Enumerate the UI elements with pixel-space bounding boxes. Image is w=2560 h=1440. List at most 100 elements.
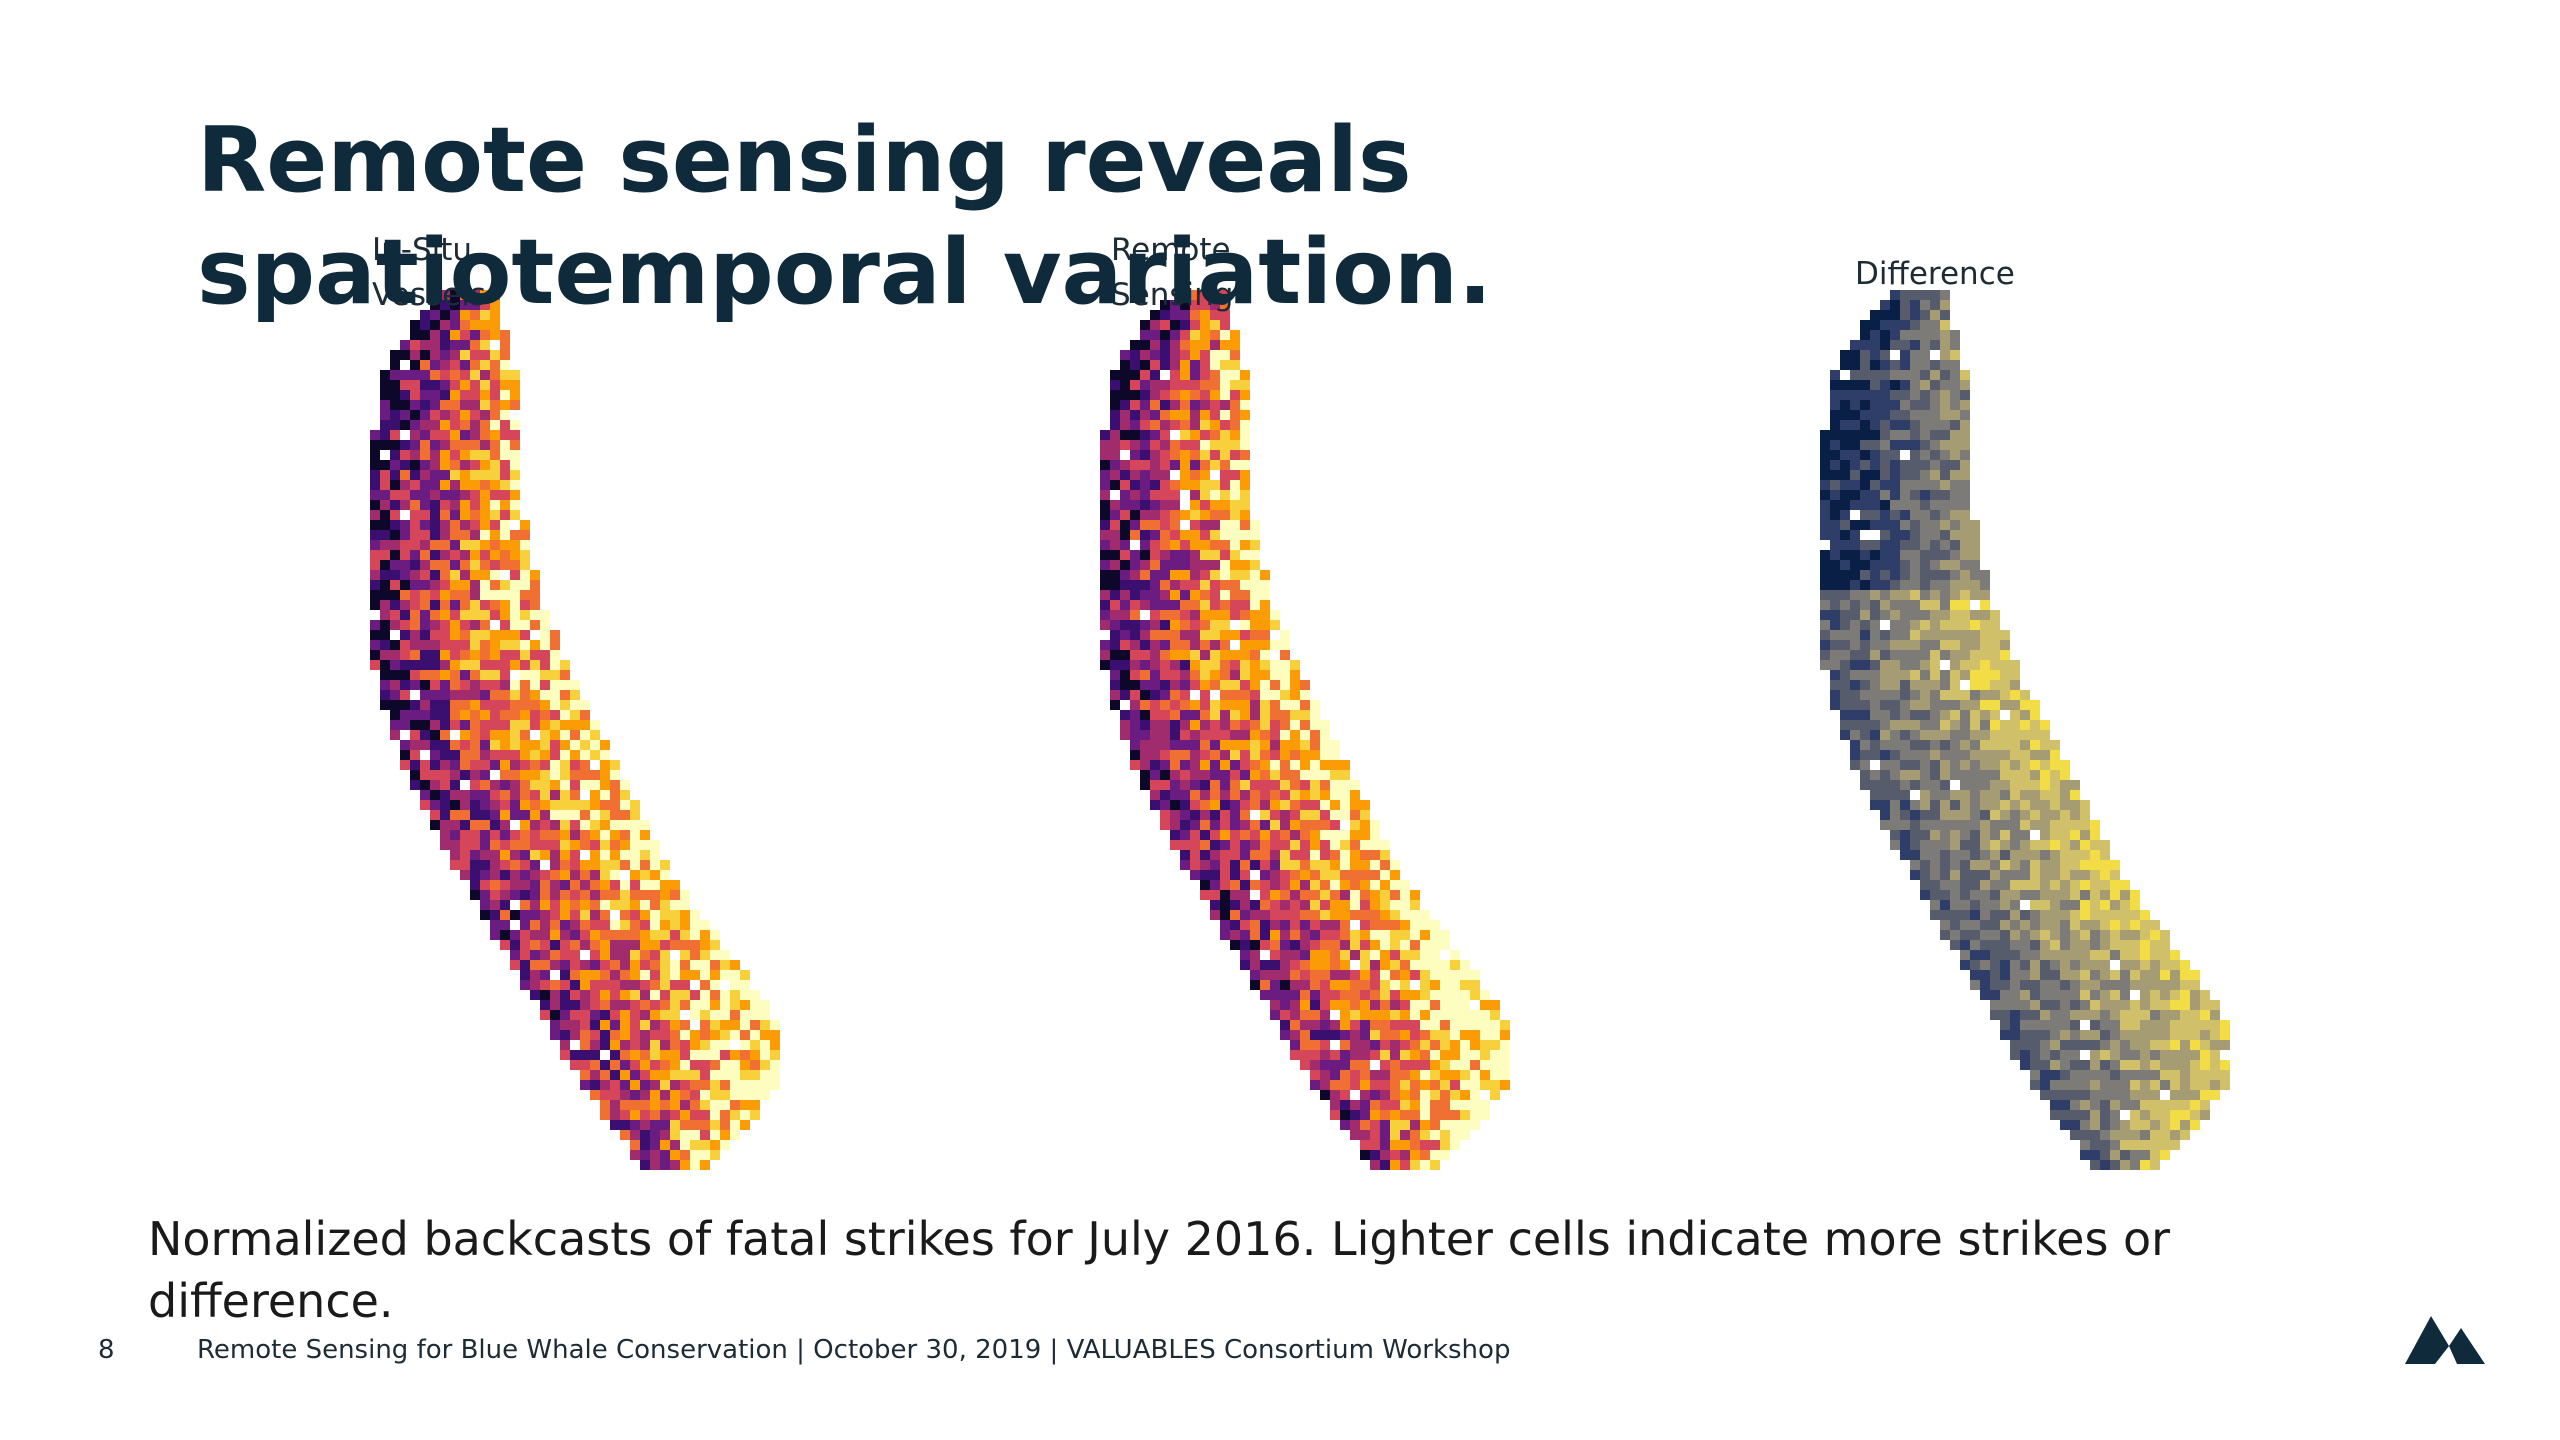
raster-cell: [1110, 410, 1120, 420]
raster-cell: [520, 950, 530, 960]
raster-cell: [1160, 310, 1170, 320]
raster-cell: [2150, 1140, 2160, 1150]
raster-cell: [1970, 910, 1980, 920]
raster-cell: [410, 610, 420, 620]
raster-cell: [730, 1090, 740, 1100]
raster-cell: [530, 990, 540, 1000]
raster-cell: [1970, 960, 1980, 970]
raster-cell: [1170, 520, 1180, 530]
raster-cell: [1240, 440, 1250, 450]
raster-cell: [570, 700, 580, 710]
raster-cell: [460, 760, 470, 770]
raster-cell: [440, 390, 450, 400]
raster-cell: [1940, 610, 1950, 620]
raster-cell: [1910, 590, 1920, 600]
raster-cell: [1940, 670, 1950, 680]
raster-cell: [410, 410, 420, 420]
raster-cell: [1950, 390, 1960, 400]
raster-cell: [1480, 1040, 1490, 1050]
raster-cell: [450, 740, 460, 750]
raster-cell: [1840, 650, 1850, 660]
raster-cell: [1350, 890, 1360, 900]
raster-cell: [430, 330, 440, 340]
raster-cell: [480, 550, 490, 560]
raster-cell: [430, 680, 440, 690]
raster-cell: [560, 1000, 570, 1010]
raster-cell: [1950, 570, 1960, 580]
raster-cell: [550, 1020, 560, 1030]
raster-cell: [1350, 970, 1360, 980]
raster-cell: [1220, 880, 1230, 890]
raster-cell: [1250, 720, 1260, 730]
raster-cell: [1260, 630, 1270, 640]
raster-cell: [1300, 710, 1310, 720]
raster-cell: [500, 940, 510, 950]
raster-cell: [480, 680, 490, 690]
raster-cell: [450, 350, 460, 360]
raster-cell: [500, 870, 510, 880]
raster-cell: [440, 420, 450, 430]
raster-cell: [580, 1000, 590, 1010]
raster-cell: [1360, 1020, 1370, 1030]
raster-cell: [1280, 860, 1290, 870]
raster-cell: [480, 540, 490, 550]
raster-cell: [460, 350, 470, 360]
raster-cell: [390, 350, 400, 360]
raster-cell: [2140, 1080, 2150, 1090]
raster-cell: [480, 580, 490, 590]
raster-cell: [440, 780, 450, 790]
raster-cell: [2020, 800, 2030, 810]
raster-cell: [1300, 690, 1310, 700]
raster-cell: [1380, 1060, 1390, 1070]
raster-cell: [1970, 720, 1980, 730]
raster-cell: [1960, 940, 1970, 950]
raster-cell: [610, 960, 620, 970]
raster-cell: [480, 600, 490, 610]
raster-cell: [510, 820, 520, 830]
raster-cell: [1260, 850, 1270, 860]
raster-cell: [1230, 720, 1240, 730]
raster-cell: [750, 1090, 760, 1100]
raster-cell: [420, 640, 430, 650]
raster-cell: [480, 690, 490, 700]
raster-cell: [650, 1000, 660, 1010]
raster-cell: [2000, 910, 2010, 920]
raster-cell: [1180, 560, 1190, 570]
raster-cell: [460, 580, 470, 590]
raster-cell: [1970, 880, 1980, 890]
raster-cell: [440, 520, 450, 530]
raster-cell: [710, 1070, 720, 1080]
raster-cell: [500, 460, 510, 470]
raster-cell: [1220, 500, 1230, 510]
raster-cell: [1140, 550, 1150, 560]
raster-cell: [520, 530, 530, 540]
raster-cell: [1890, 480, 1900, 490]
raster-cell: [490, 650, 500, 660]
raster-cell: [2040, 980, 2050, 990]
raster-cell: [1130, 730, 1140, 740]
raster-cell: [580, 1070, 590, 1080]
raster-cell: [1970, 730, 1980, 740]
raster-cell: [1900, 840, 1910, 850]
raster-cell: [1180, 810, 1190, 820]
raster-cell: [1160, 610, 1170, 620]
raster-cell: [530, 680, 540, 690]
raster-cell: [380, 530, 390, 540]
raster-cell: [1500, 1080, 1510, 1090]
raster-cell: [1370, 880, 1380, 890]
raster-cell: [690, 970, 700, 980]
raster-cell: [1310, 1020, 1320, 1030]
raster-cell: [520, 570, 530, 580]
raster-cell: [490, 340, 500, 350]
raster-cell: [1250, 760, 1260, 770]
raster-cell: [490, 930, 500, 940]
raster-cell: [390, 700, 400, 710]
raster-cell: [1440, 1070, 1450, 1080]
raster-cell: [410, 450, 420, 460]
raster-cell: [540, 900, 550, 910]
raster-cell: [600, 1080, 610, 1090]
raster-cell: [1230, 850, 1240, 860]
raster-cell: [1960, 480, 1970, 490]
raster-cell: [2000, 680, 2010, 690]
raster-cell: [1260, 750, 1270, 760]
